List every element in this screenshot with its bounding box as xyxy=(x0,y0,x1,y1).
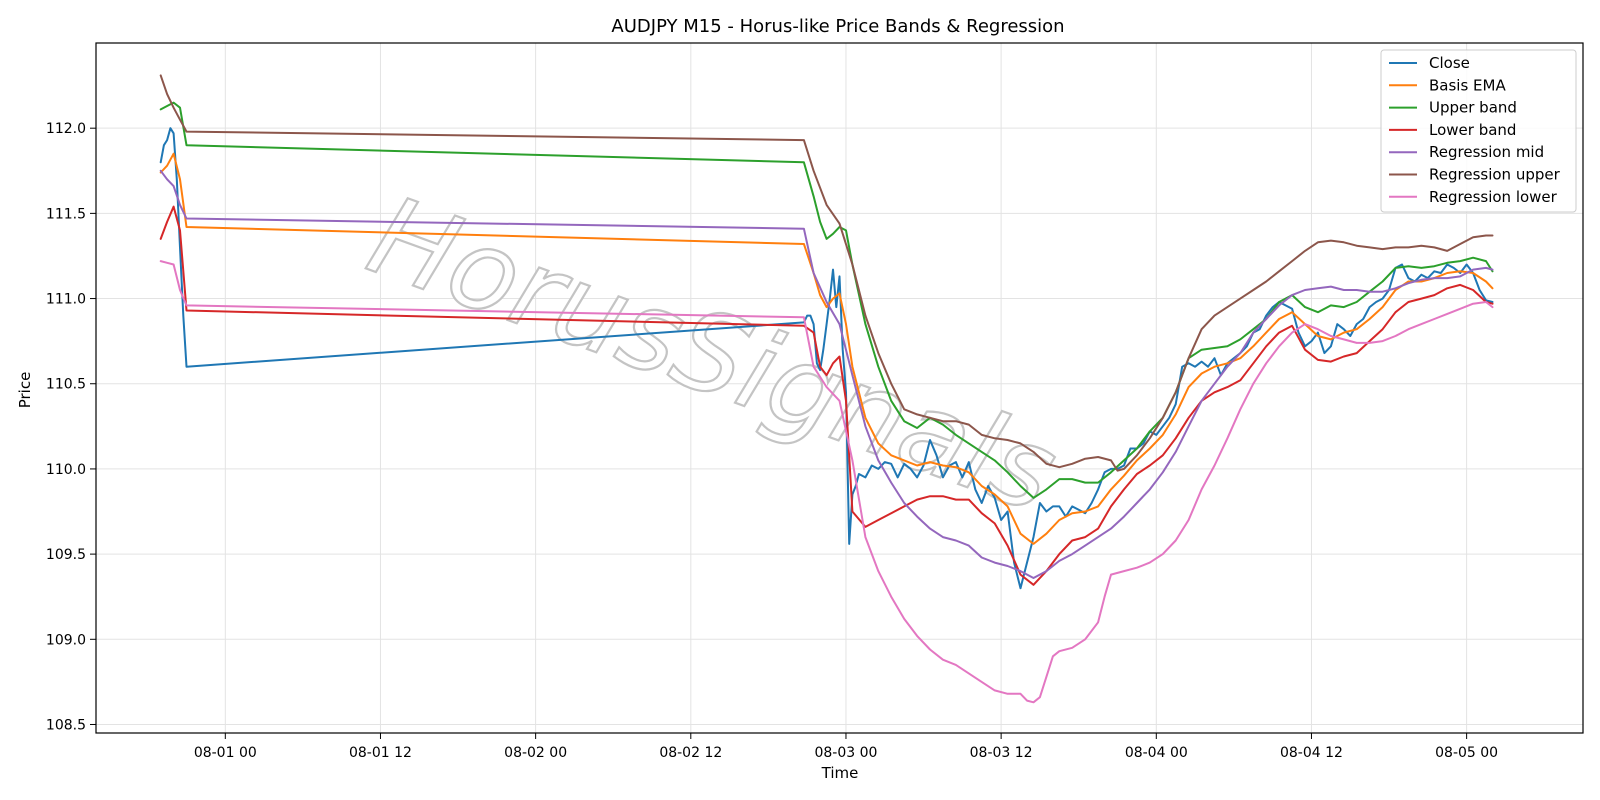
x-tick-label: 08-05 00 xyxy=(1435,745,1498,761)
legend-entry-basis-ema: Basis EMA xyxy=(1429,76,1506,94)
legend-entry-close: Close xyxy=(1429,54,1470,72)
series-line-lower-band xyxy=(159,205,1494,586)
legend: Close Basis EMA Upper band Lower band Regres… xyxy=(1380,49,1577,213)
y-tick-label: 112.0 xyxy=(46,121,86,137)
series-layer xyxy=(159,74,1494,704)
x-tick-label: 08-04 00 xyxy=(1125,745,1188,761)
x-tick-label: 08-03 12 xyxy=(970,745,1033,761)
chart-title: AUDJPY M15 - Horus-like Price Bands & Re… xyxy=(611,16,1064,37)
y-tick-label: 110.0 xyxy=(46,462,86,478)
legend-box xyxy=(1380,49,1577,213)
x-axis: 08-01 00 08-01 12 08-02 00 08-02 12 08-03 00… xyxy=(194,733,1498,761)
x-axis-label: Time xyxy=(821,764,859,782)
y-axis: 108.5 109.0 109.5 110.0 110.5 111.0 111.5 112.0 xyxy=(46,121,96,733)
plot-frame xyxy=(95,42,1584,734)
y-tick-label: 110.5 xyxy=(46,377,86,393)
series-line-regression-lower xyxy=(159,260,1494,704)
legend-entry-regression-upper: Regression upper xyxy=(1429,166,1561,184)
x-tick-label: 08-01 12 xyxy=(349,745,412,761)
legend-entry-regression-mid: Regression mid xyxy=(1429,143,1544,161)
x-tick-label: 08-04 12 xyxy=(1280,745,1343,761)
legend-entry-upper-band: Upper band xyxy=(1429,99,1517,117)
x-tick-label: 08-01 00 xyxy=(194,745,257,761)
series-line-regression-upper xyxy=(159,74,1494,472)
y-tick-label: 111.5 xyxy=(46,206,86,222)
x-tick-label: 08-02 00 xyxy=(504,745,567,761)
y-tick-label: 111.0 xyxy=(46,292,86,308)
y-tick-label: 109.0 xyxy=(46,632,86,648)
y-tick-label: 108.5 xyxy=(46,717,86,733)
legend-entry-lower-band: Lower band xyxy=(1429,121,1516,139)
series-line-basis-ema xyxy=(159,152,1494,545)
x-tick-label: 08-02 12 xyxy=(659,745,722,761)
y-axis-label: Price xyxy=(16,372,34,409)
y-tick-label: 109.5 xyxy=(46,547,86,563)
series-line-close xyxy=(159,127,1494,590)
x-tick-label: 08-03 00 xyxy=(814,745,877,761)
legend-entry-regression-lower: Regression lower xyxy=(1429,188,1558,206)
series-line-regression-mid xyxy=(159,169,1494,579)
